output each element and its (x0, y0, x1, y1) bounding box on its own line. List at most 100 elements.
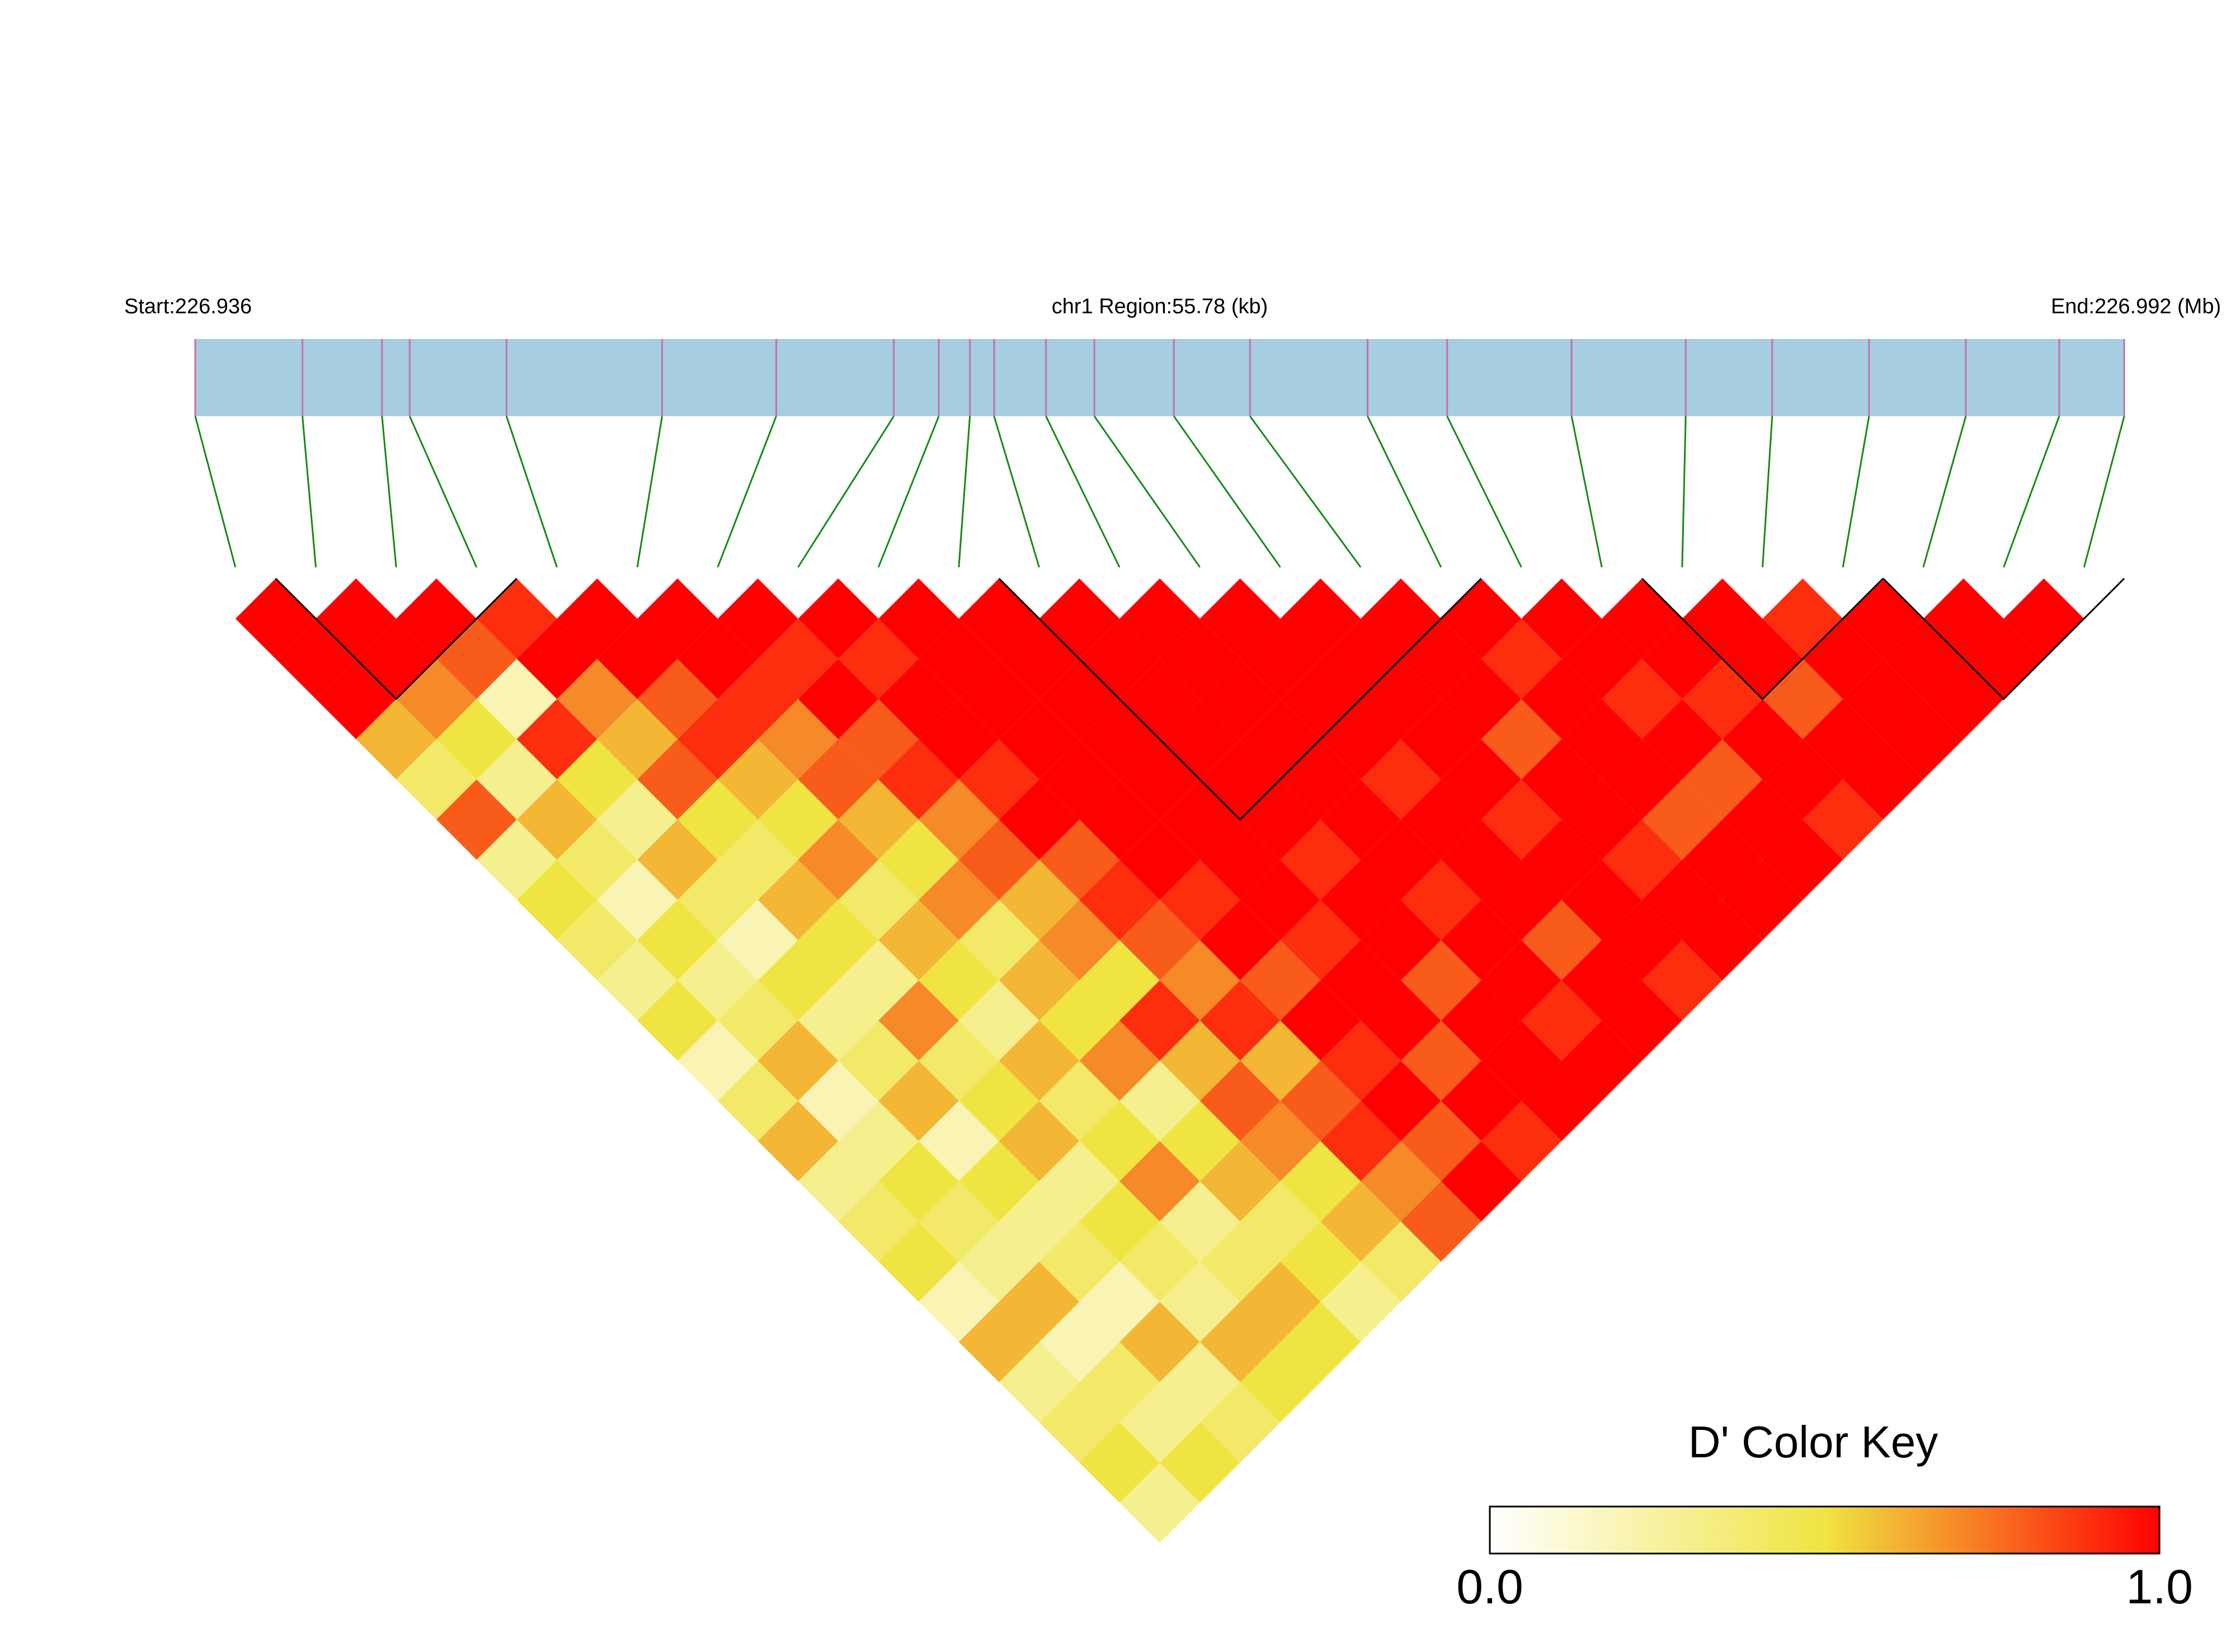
ld-cell (637, 739, 718, 820)
ld-cell (1199, 900, 1281, 981)
ld-cell (1240, 1262, 1321, 1342)
ld-cell (1401, 1020, 1481, 1101)
ld-cell (999, 859, 1080, 940)
ld-cell (878, 980, 959, 1061)
ld-cell (958, 900, 1039, 981)
ld-block (1641, 577, 1884, 700)
ld-cell (1361, 1061, 1441, 1141)
ld-cell (1199, 1382, 1281, 1463)
ld-cell (1160, 1020, 1240, 1101)
ld-cell (958, 980, 1039, 1061)
ld-cell (1441, 1061, 1522, 1141)
snp-track (195, 339, 2124, 416)
ld-cell (1199, 1302, 1281, 1382)
ld-cell (757, 618, 839, 699)
snp-connector (1681, 416, 1687, 568)
ld-cell (1642, 940, 1723, 1021)
ld-cell (717, 1061, 798, 1141)
ld-cell (1119, 1141, 1200, 1222)
ld-cell (1119, 1302, 1200, 1382)
start-label: Start:226.936 (124, 295, 252, 318)
ld-cell (1079, 1020, 1160, 1101)
ld-cell (1160, 779, 1240, 860)
ld-cell (1481, 779, 1562, 860)
ld-cell (396, 658, 477, 740)
ld-cell (878, 1221, 959, 1302)
ld-cell (1160, 1262, 1240, 1342)
snp-connector (2083, 416, 2125, 568)
ld-cell (798, 900, 879, 981)
ld-cell (1843, 739, 1923, 820)
ld-cell (1441, 739, 1522, 820)
ld-cell (1561, 699, 1642, 780)
snp-connector (958, 416, 971, 568)
ld-cell (1682, 820, 1763, 900)
ld-cell (1199, 1061, 1281, 1141)
ld-cell (1682, 739, 1763, 820)
ld-cell (1401, 1181, 1481, 1262)
snp-connector (797, 416, 895, 568)
ld-cell (1199, 980, 1281, 1061)
ld-cell (1079, 1262, 1160, 1342)
ld-cell (838, 940, 919, 1021)
ld-cell (597, 779, 677, 860)
ld-cell (1039, 900, 1120, 981)
ld-cell (677, 779, 758, 860)
ld-cell (597, 618, 677, 699)
ld-cell (1119, 1221, 1200, 1302)
ld-cell (1561, 859, 1642, 940)
ld-cell (1280, 658, 1361, 740)
ld-cell (999, 1181, 1080, 1262)
snp-connector (1922, 416, 1967, 568)
ld-cell (1521, 1061, 1602, 1141)
ld-cell (1320, 1020, 1401, 1101)
ld-cell (999, 618, 1080, 699)
ld-cell (1722, 859, 1803, 940)
ld-cell (1280, 1141, 1361, 1222)
snp-connector (1045, 416, 1121, 568)
ld-cell (878, 820, 959, 900)
ld-cell (1441, 900, 1522, 981)
snp-connector (408, 416, 478, 568)
ld-cell (1361, 739, 1441, 820)
ld-cell (1160, 1422, 1240, 1503)
ld-cell (1481, 618, 1562, 699)
ld-cell (1320, 779, 1401, 860)
ld-cell (798, 658, 879, 740)
ld-cell (476, 739, 557, 820)
ld-cell (1199, 658, 1281, 740)
ld-cell (717, 980, 798, 1061)
ld-cell (1602, 900, 1682, 981)
ld-cell (1762, 820, 1843, 900)
ld-cell (597, 940, 677, 1021)
snp-connector (877, 416, 940, 568)
ld-block (1882, 577, 2125, 700)
ld-cell (1240, 1100, 1321, 1182)
ld-cell (838, 699, 919, 780)
ld-cell (958, 1141, 1039, 1222)
snp-connector (1570, 416, 1603, 568)
ld-cell (1481, 940, 1562, 1021)
snp-connector (1446, 416, 1522, 568)
ld-cell (1119, 1061, 1200, 1141)
ld-cell (1320, 940, 1401, 1021)
ld-cell (476, 658, 557, 740)
ld-cell (1079, 779, 1160, 860)
ld-cell (1240, 1020, 1321, 1101)
ld-cell (1320, 859, 1401, 940)
ld-cell (999, 779, 1080, 860)
ld-cell (1481, 1020, 1562, 1101)
ld-cell (1441, 820, 1522, 900)
ld-block (998, 577, 1482, 821)
ld-cell (516, 779, 597, 860)
ld-cell (1361, 980, 1441, 1061)
ld-cell (436, 779, 517, 860)
ld-cell (1602, 980, 1682, 1061)
snp-connector (1762, 416, 1773, 568)
ld-cell (1642, 779, 1723, 860)
snp-connector (1367, 416, 1442, 568)
ld-cell (476, 820, 557, 900)
ld-cell (1079, 859, 1160, 940)
ld-cell (878, 739, 959, 820)
